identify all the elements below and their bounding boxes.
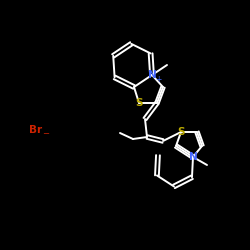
Text: S: S [135, 98, 143, 108]
Text: N: N [148, 70, 156, 80]
Text: +: + [155, 74, 161, 84]
Text: Br: Br [30, 125, 43, 135]
Text: S: S [177, 127, 185, 137]
Text: N: N [189, 152, 198, 162]
Text: −: − [42, 130, 50, 138]
